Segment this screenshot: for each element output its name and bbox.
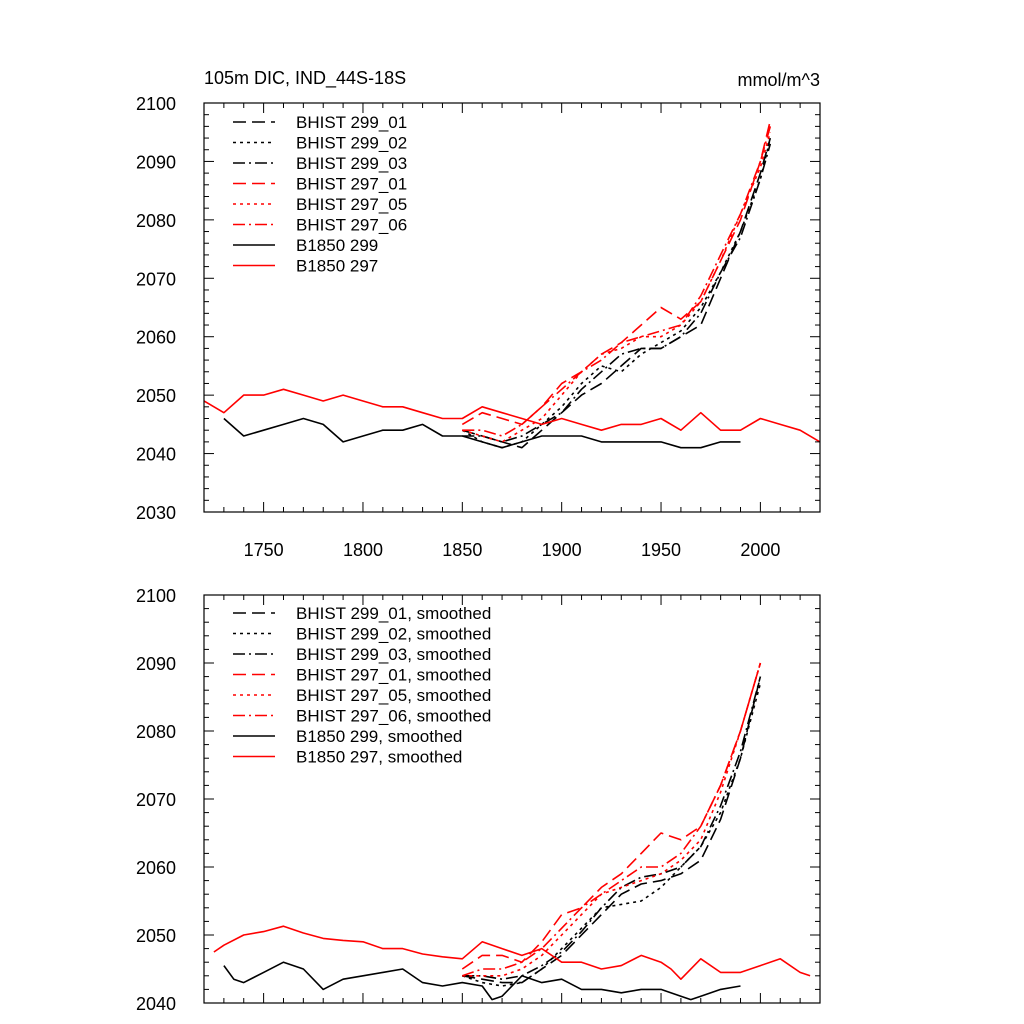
legend-label: BHIST 299_01, smoothed [296,604,491,623]
x-tick-label: 2000 [740,540,780,560]
legend-label: BHIST 297_05 [296,195,407,214]
legend-label: BHIST 297_06, smoothed [296,707,491,726]
units-label: mmol/m^3 [738,70,820,90]
y-tick-label: 2060 [136,328,176,348]
series-line-4 [462,662,762,977]
x-tick-label: 1850 [442,540,482,560]
series-line-2 [462,676,762,981]
y-tick-label: 2040 [136,445,176,465]
series-line-5 [462,126,772,437]
y-tick-label: 2030 [136,503,176,523]
series-line-0 [462,137,772,449]
series-line-0 [462,676,762,984]
top-panel-dic-timeseries: 105m DIC, IND_44S-18S mmol/m^3 1750 1800 1… [136,68,821,560]
series-line-1 [462,683,762,987]
legend: BHIST 299_01, smoothed BHIST 299_02, smoo… [233,604,491,767]
y-tick-label: 2100 [136,586,176,606]
legend-label: BHIST 299_02 [296,134,407,153]
y-tick-label: 2060 [136,858,176,878]
series-line-7 [213,925,811,981]
series-line-7 [204,388,820,443]
plot-frame [203,102,821,513]
y-tick-label: 2100 [136,94,176,114]
y-tick-label: 2050 [136,386,176,406]
y-tick-label: 2070 [136,790,176,810]
series-line-2 [462,143,772,443]
legend-label: BHIST 299_03 [296,154,407,173]
legend-label: BHIST 299_03, smoothed [296,645,491,664]
plot-area [204,120,820,449]
legend-label: BHIST 297_01, smoothed [296,666,491,685]
y-tick-label: 2080 [136,211,176,231]
legend-label: B1850 297, smoothed [296,748,462,767]
y-tick-label: 2040 [136,994,176,1014]
series-line-1 [461,137,772,449]
series-line-6 [223,961,741,1001]
y-tick-label: 2050 [136,926,176,946]
legend-label: B1850 297 [296,257,378,276]
plot-area [213,662,811,1001]
chart-title: 105m DIC, IND_44S-18S [204,68,406,89]
legend-label: BHIST 297_05, smoothed [296,686,491,705]
x-tick-label: 1950 [641,540,681,560]
x-tick-label: 1900 [542,540,582,560]
y-tick-label: 2090 [136,654,176,674]
bottom-panel-smoothed-timeseries: 2040 2050 2060 2070 2080 2090 2100 BHIST 299_01… [136,586,821,1014]
legend-label: BHIST 297_01 [296,175,407,194]
x-tick-label: 1750 [244,540,284,560]
legend-label: BHIST 297_06 [296,216,407,235]
series-line-3 [461,662,762,970]
y-tick-label: 2090 [136,152,176,172]
y-tick-label: 2070 [136,269,176,289]
legend-label: B1850 299 [296,236,378,255]
legend-label: BHIST 299_02, smoothed [296,625,491,644]
series-line-3 [461,120,772,426]
series-line-5 [462,662,762,977]
series-line-4 [462,131,772,443]
x-tick-label: 1800 [343,540,383,560]
y-tick-label: 2080 [136,722,176,742]
legend-label: BHIST 299_01 [296,113,407,132]
series-line-6 [223,417,741,449]
legend-label: B1850 299, smoothed [296,727,462,746]
